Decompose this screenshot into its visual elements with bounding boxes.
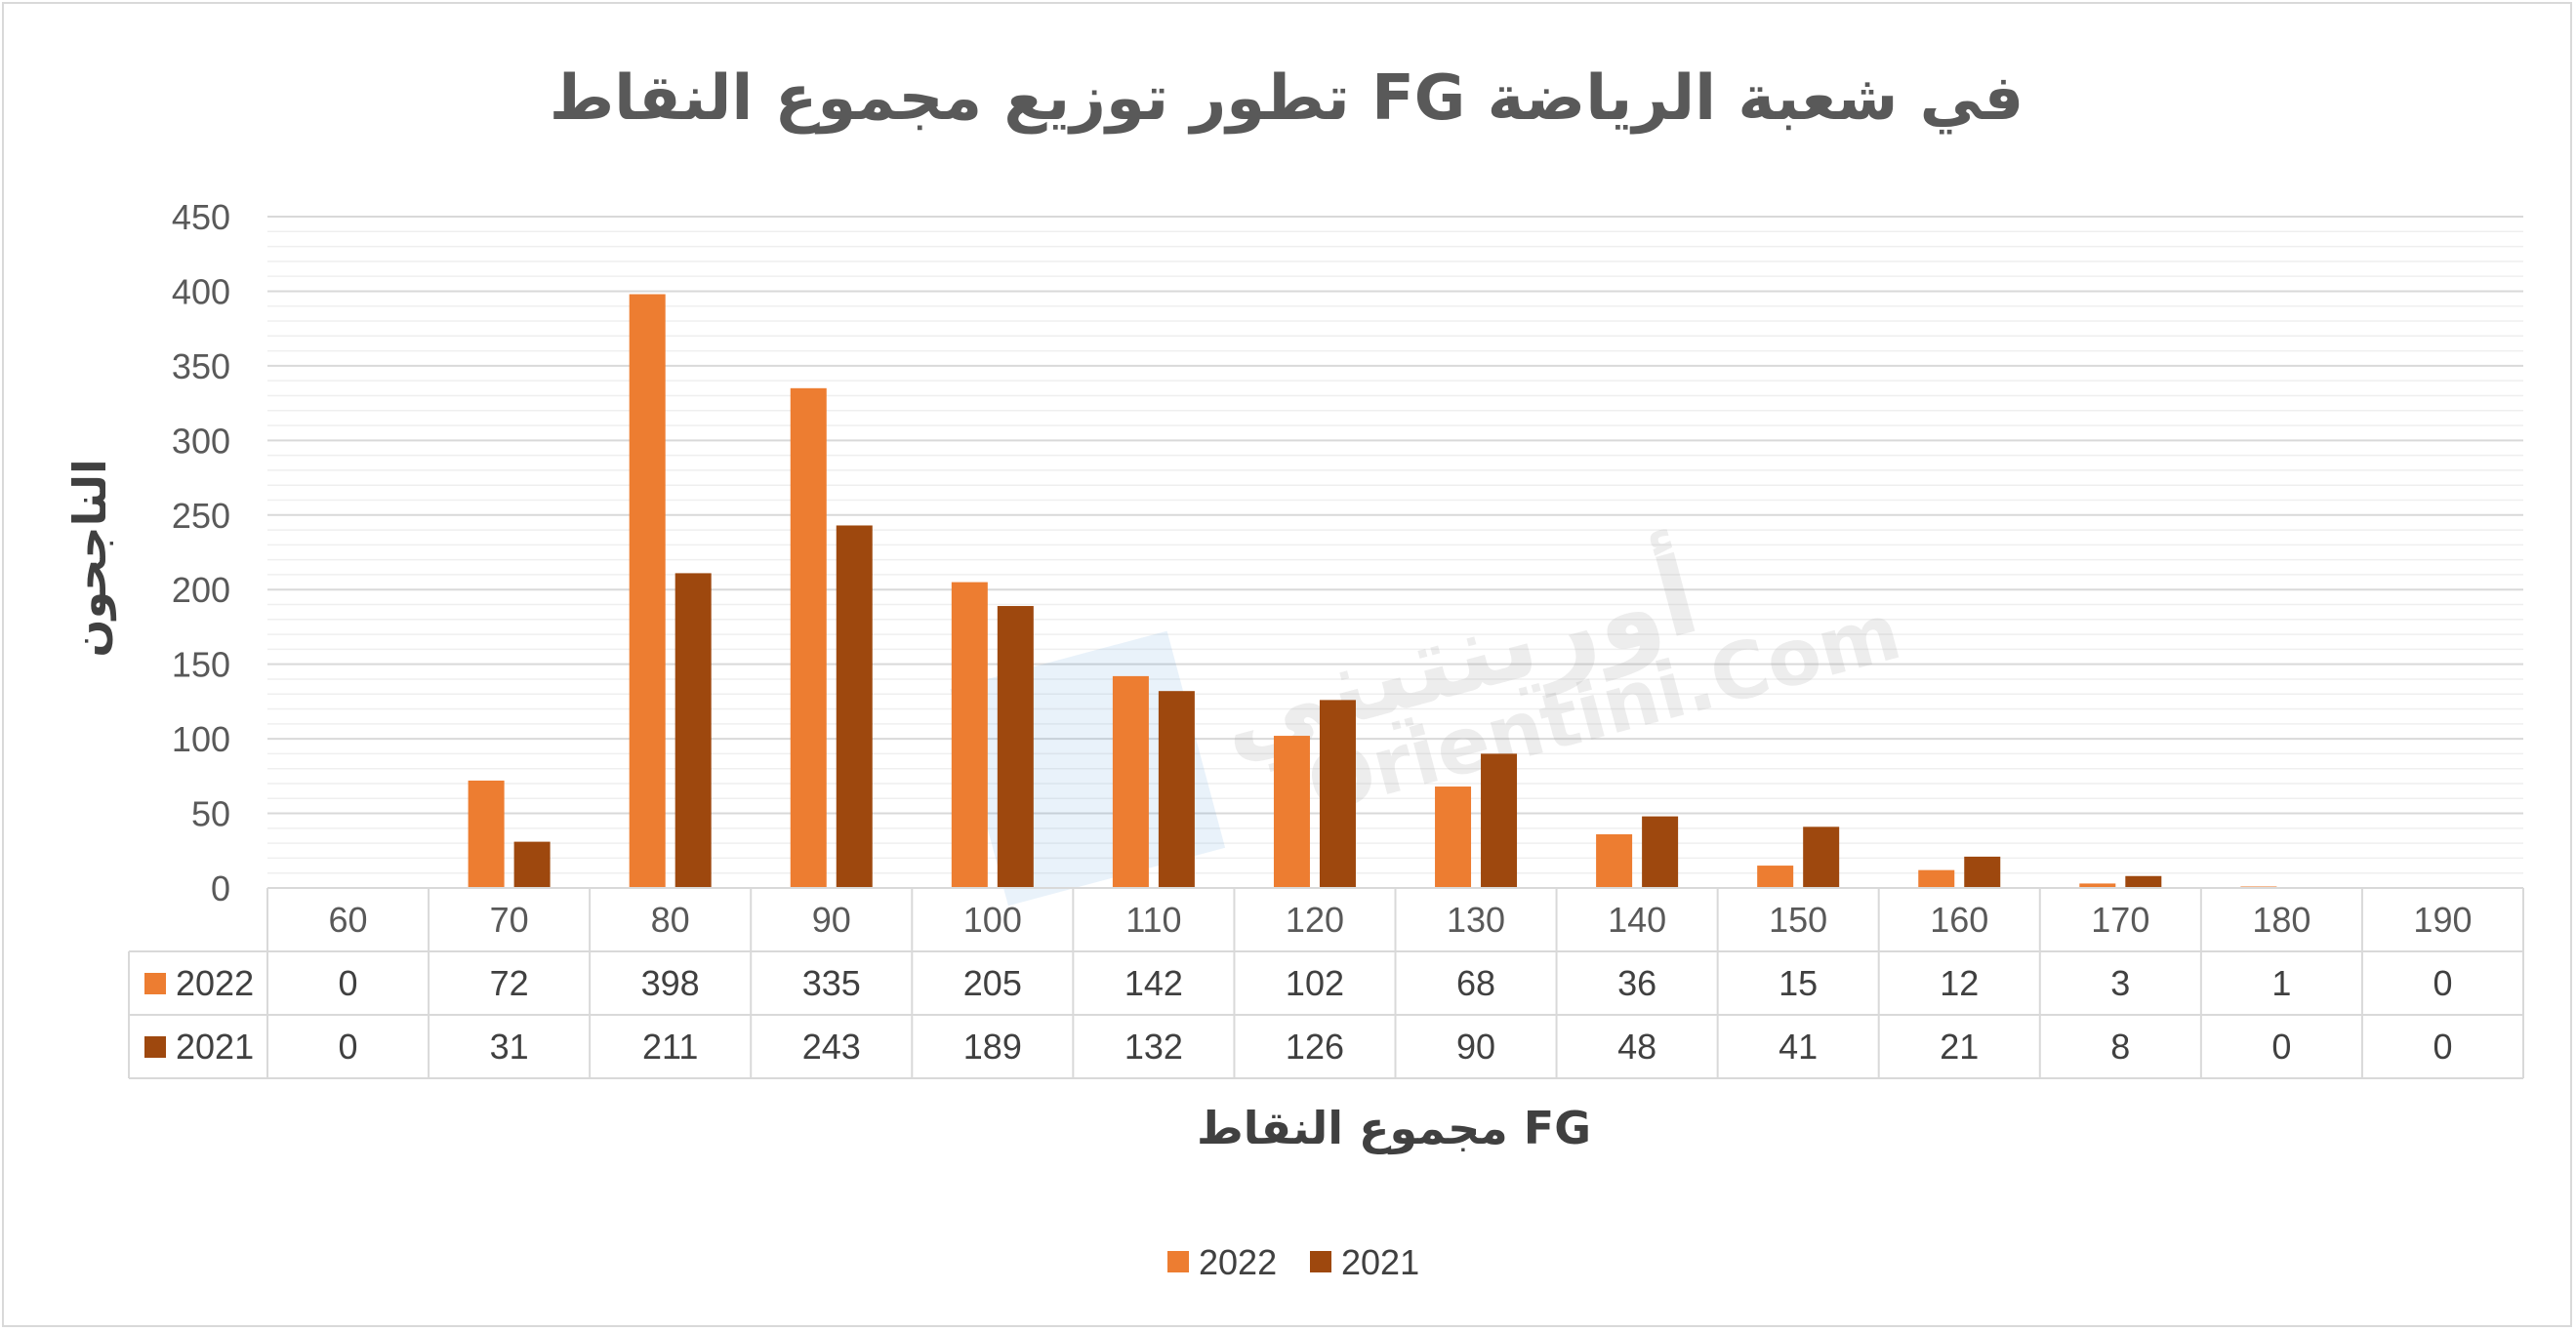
table-cell: 21	[1940, 1027, 1979, 1067]
bar-2022-70	[468, 780, 505, 888]
bar-2022-80	[629, 294, 666, 889]
bar-2022-160	[1918, 869, 1955, 888]
table-cell: 8	[2110, 1027, 2130, 1067]
table-cell: 36	[1617, 963, 1656, 1003]
table-cell: 243	[802, 1027, 861, 1067]
table-cell: 68	[1456, 963, 1495, 1003]
table-cell: 41	[1779, 1027, 1818, 1067]
x-category-label: 130	[1447, 900, 1505, 940]
table-series-label: 2021	[176, 1027, 254, 1067]
table-cell: 3	[2110, 963, 2130, 1003]
y-tick-label: 200	[172, 570, 230, 610]
table-cell: 132	[1124, 1027, 1183, 1067]
y-tick-label: 450	[172, 197, 230, 237]
table-cell: 0	[2433, 1027, 2452, 1067]
bars	[468, 294, 2277, 889]
bar-2021-80	[675, 573, 712, 888]
x-category-label: 100	[963, 900, 1022, 940]
x-category-label: 60	[329, 900, 368, 940]
bar-2021-90	[836, 525, 873, 888]
x-category-label: 70	[490, 900, 529, 940]
y-tick-label: 100	[172, 719, 230, 759]
y-tick-label: 350	[172, 346, 230, 386]
y-tick-label: 400	[172, 271, 230, 311]
table-cell: 1	[2271, 963, 2291, 1003]
x-category-label: 150	[1769, 900, 1827, 940]
table-cell: 0	[2271, 1027, 2291, 1067]
bar-2022-140	[1596, 833, 1633, 888]
table-cell: 335	[802, 963, 861, 1003]
table-cell: 12	[1940, 963, 1979, 1003]
legend-swatch-2021	[1310, 1251, 1331, 1272]
legend: 2022 2021	[1167, 1242, 1419, 1282]
bar-2021-140	[1642, 816, 1679, 888]
y-tick-label: 250	[172, 496, 230, 536]
bar-2022-150	[1757, 866, 1794, 888]
x-category-label: 190	[2413, 900, 2472, 940]
y-tick-label: 0	[211, 868, 230, 908]
table-cell: 398	[641, 963, 700, 1003]
chart-title: تطور توزيع مجموع النقاط FG في شعبة الريا…	[550, 62, 2024, 135]
x-category-label: 160	[1930, 900, 1988, 940]
bar-2021-170	[2125, 875, 2162, 888]
bar-2022-90	[790, 387, 827, 888]
bar-2021-120	[1319, 700, 1356, 888]
y-tick-label: 50	[191, 794, 230, 834]
bar-2022-100	[951, 582, 988, 888]
table-cell: 205	[963, 963, 1022, 1003]
y-tick-label: 300	[172, 421, 230, 461]
table-legend-key	[144, 973, 166, 994]
legend-swatch-2022	[1167, 1251, 1189, 1272]
bar-2021-150	[1803, 827, 1840, 888]
legend-label-2021: 2021	[1341, 1242, 1419, 1282]
y-axis-title: الناجحون	[63, 459, 116, 658]
bar-2022-110	[1112, 675, 1149, 888]
table-cell: 0	[339, 963, 358, 1003]
bar-2021-100	[997, 606, 1034, 888]
watermark-logo: أورينتيني Orientini.Com	[950, 526, 1909, 907]
x-category-label: 110	[1125, 900, 1181, 940]
x-axis-title: FG مجموع النقاط	[1197, 1102, 1591, 1154]
bar-2021-70	[513, 841, 551, 888]
x-category-label: 140	[1608, 900, 1666, 940]
bar-2021-160	[1964, 856, 2001, 888]
table-series-label: 2022	[176, 963, 254, 1003]
legend-label-2022: 2022	[1199, 1242, 1277, 1282]
table-legend-key	[144, 1036, 166, 1058]
data-table: 60 70 80 90 100 110 120 130 140 150 160 170 180 19020…	[128, 887, 2524, 1079]
table-cell: 90	[1456, 1027, 1495, 1067]
table-cell: 31	[490, 1027, 529, 1067]
bar-2022-120	[1273, 736, 1310, 888]
table-cell: 189	[963, 1027, 1022, 1067]
x-category-label: 80	[651, 900, 690, 940]
bar-2022-170	[2079, 883, 2116, 888]
table-cell: 0	[339, 1027, 358, 1067]
table-cell: 0	[2433, 963, 2452, 1003]
table-cell: 48	[1617, 1027, 1656, 1067]
x-category-label: 90	[812, 900, 851, 940]
table-cell: 102	[1286, 963, 1344, 1003]
x-category-label: 120	[1286, 900, 1344, 940]
x-category-label: 180	[2252, 900, 2310, 940]
table-cell: 142	[1124, 963, 1183, 1003]
y-axis-ticks: 0 50 100 150 200 250 300 350 400 450	[172, 197, 230, 908]
table-cell: 126	[1286, 1027, 1344, 1067]
table-cell: 211	[642, 1027, 698, 1067]
bar-2021-130	[1481, 753, 1518, 888]
bar-2022-130	[1435, 786, 1472, 888]
table-cell: 15	[1779, 963, 1818, 1003]
x-category-label: 170	[2091, 900, 2149, 940]
y-tick-label: 150	[172, 645, 230, 685]
bar-2021-110	[1158, 691, 1195, 888]
table-cell: 72	[490, 963, 529, 1003]
